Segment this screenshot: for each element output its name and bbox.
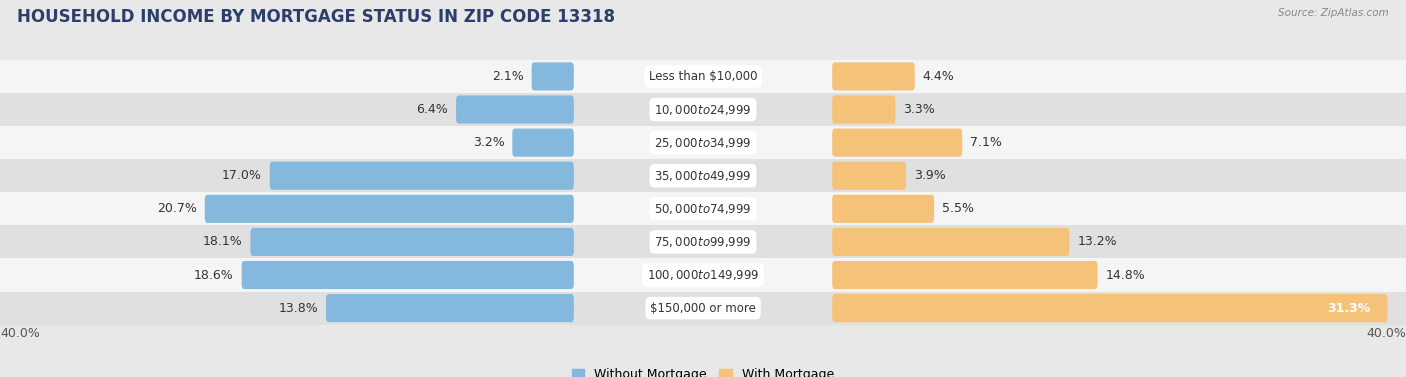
FancyBboxPatch shape xyxy=(832,261,1098,289)
Text: 40.0%: 40.0% xyxy=(1367,327,1406,340)
Text: $150,000 or more: $150,000 or more xyxy=(650,302,756,315)
Text: 40.0%: 40.0% xyxy=(0,327,39,340)
Bar xyxy=(0,259,1406,291)
FancyBboxPatch shape xyxy=(832,162,905,190)
FancyBboxPatch shape xyxy=(456,95,574,124)
Text: 13.2%: 13.2% xyxy=(1077,235,1116,248)
Bar xyxy=(0,126,1406,159)
Text: 17.0%: 17.0% xyxy=(222,169,262,182)
Text: 13.8%: 13.8% xyxy=(278,302,318,315)
FancyBboxPatch shape xyxy=(250,228,574,256)
FancyBboxPatch shape xyxy=(832,62,915,90)
Bar xyxy=(0,225,1406,259)
FancyBboxPatch shape xyxy=(531,62,574,90)
Bar xyxy=(0,93,1406,126)
Text: $25,000 to $34,999: $25,000 to $34,999 xyxy=(654,136,752,150)
Text: Source: ZipAtlas.com: Source: ZipAtlas.com xyxy=(1278,8,1389,18)
FancyBboxPatch shape xyxy=(270,162,574,190)
FancyBboxPatch shape xyxy=(512,129,574,157)
FancyBboxPatch shape xyxy=(832,95,896,124)
Text: 31.3%: 31.3% xyxy=(1327,302,1371,315)
Bar xyxy=(0,60,1406,93)
Text: $35,000 to $49,999: $35,000 to $49,999 xyxy=(654,169,752,183)
Text: 18.6%: 18.6% xyxy=(194,268,233,282)
Text: 20.7%: 20.7% xyxy=(157,202,197,215)
FancyBboxPatch shape xyxy=(326,294,574,322)
Text: 3.2%: 3.2% xyxy=(472,136,505,149)
Text: 7.1%: 7.1% xyxy=(970,136,1002,149)
Text: 4.4%: 4.4% xyxy=(922,70,955,83)
Text: $100,000 to $149,999: $100,000 to $149,999 xyxy=(647,268,759,282)
Legend: Without Mortgage, With Mortgage: Without Mortgage, With Mortgage xyxy=(572,368,834,377)
FancyBboxPatch shape xyxy=(832,294,1388,322)
Text: 14.8%: 14.8% xyxy=(1105,268,1146,282)
Text: 6.4%: 6.4% xyxy=(416,103,449,116)
Text: HOUSEHOLD INCOME BY MORTGAGE STATUS IN ZIP CODE 13318: HOUSEHOLD INCOME BY MORTGAGE STATUS IN Z… xyxy=(17,8,614,26)
FancyBboxPatch shape xyxy=(832,129,962,157)
Text: 5.5%: 5.5% xyxy=(942,202,974,215)
FancyBboxPatch shape xyxy=(242,261,574,289)
Text: Less than $10,000: Less than $10,000 xyxy=(648,70,758,83)
Bar xyxy=(0,159,1406,192)
Text: 3.3%: 3.3% xyxy=(904,103,935,116)
FancyBboxPatch shape xyxy=(205,195,574,223)
Text: $75,000 to $99,999: $75,000 to $99,999 xyxy=(654,235,752,249)
Text: 2.1%: 2.1% xyxy=(492,70,524,83)
Text: 18.1%: 18.1% xyxy=(202,235,242,248)
Bar xyxy=(0,192,1406,225)
FancyBboxPatch shape xyxy=(832,228,1070,256)
Text: 3.9%: 3.9% xyxy=(914,169,946,182)
Text: $50,000 to $74,999: $50,000 to $74,999 xyxy=(654,202,752,216)
Bar xyxy=(0,291,1406,325)
Text: $10,000 to $24,999: $10,000 to $24,999 xyxy=(654,103,752,116)
FancyBboxPatch shape xyxy=(832,195,934,223)
